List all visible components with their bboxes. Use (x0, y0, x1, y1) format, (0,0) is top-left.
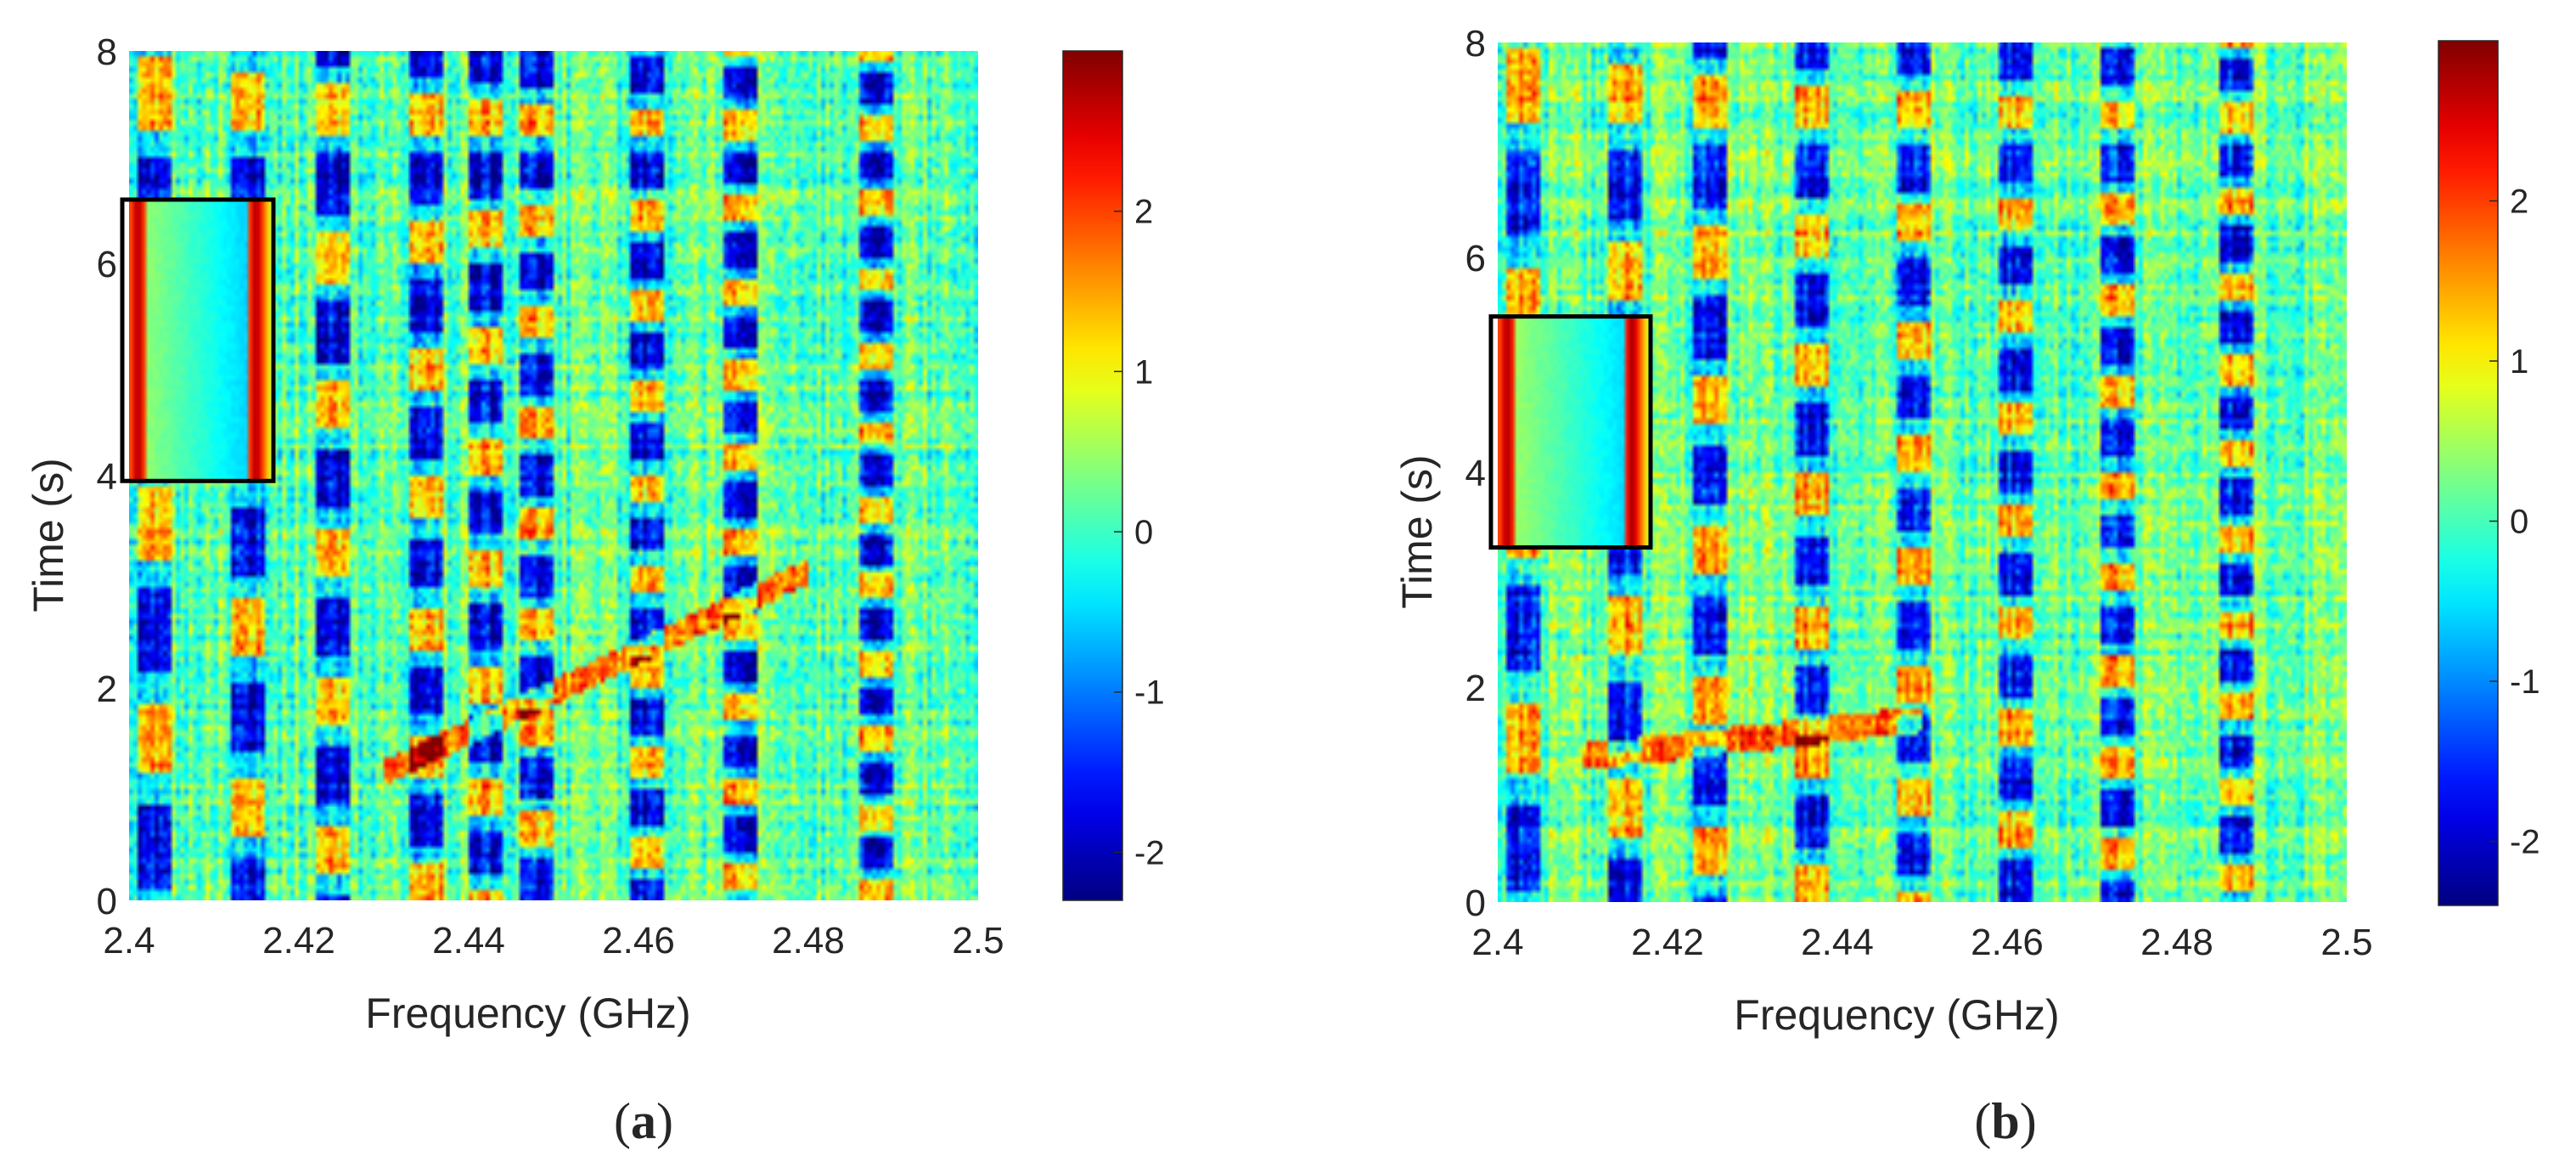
x-tick-label: 2.46 (602, 920, 675, 962)
colorbar-tick-label: 2 (2510, 183, 2528, 221)
colorbar-tick-label: -1 (1134, 674, 1165, 712)
y-tick-label: 4 (97, 456, 117, 498)
y-tick-label: 6 (97, 244, 117, 285)
panel-caption: (b) (1974, 1093, 2036, 1149)
colorbar (2438, 40, 2499, 906)
y-tick-label: 0 (1465, 883, 1486, 924)
x-tick-label: 2.44 (432, 920, 505, 962)
y-tick-label: 8 (97, 31, 117, 73)
x-tick-label: 2.44 (1801, 922, 1874, 963)
colorbar-tick-label: 0 (1134, 514, 1153, 551)
highlight-box (120, 197, 276, 483)
colorbar-tick-label: 1 (1134, 353, 1153, 391)
x-tick-label: 2.48 (772, 920, 845, 962)
x-tick-label: 2.42 (262, 920, 335, 962)
spectrogram-b: 2.4 2.42 2.44 2.46 2.48 2.5 0 2 4 6 8 Frequency (GH… (1393, 23, 2540, 1149)
x-tick-label: 2.4 (1471, 922, 1523, 963)
y-tick-label: 6 (1465, 238, 1486, 279)
y-axis-label: Time (s) (1393, 454, 1441, 608)
y-tick-label: 4 (1465, 453, 1486, 494)
heatmap-image (1498, 42, 2347, 902)
colorbar-tick-label: -2 (1134, 834, 1165, 871)
y-tick-label: 8 (1465, 23, 1486, 65)
spectrogram-a: 2.4 2.42 2.44 2.46 2.48 2.5 0 2 4 6 8 Frequency (GH… (25, 31, 1165, 1149)
x-tick-label: 2.46 (1971, 922, 2044, 963)
colorbar-tick-label: 0 (2510, 504, 2528, 541)
x-tick-label: 2.4 (103, 920, 155, 962)
colorbar (1062, 50, 1123, 901)
colorbar-tick-label: 1 (2510, 343, 2528, 381)
y-tick-label: 2 (1465, 668, 1486, 709)
x-tick-label: 2.5 (2320, 922, 2372, 963)
colorbar-tick-label: -1 (2510, 663, 2540, 701)
colorbar-tick-label: -2 (2510, 824, 2540, 861)
panel-a: 2.4 2.42 2.44 2.46 2.48 2.5 0 2 4 6 8 Frequency (GH… (0, 0, 1288, 1169)
y-axis-label: Time (s) (25, 458, 72, 612)
panel-caption: (a) (614, 1093, 673, 1149)
colorbar-tick-label: 2 (1134, 194, 1153, 231)
heatmap-image (129, 51, 978, 900)
x-tick-label: 2.5 (952, 920, 1004, 962)
x-axis-label: Frequency (GHz) (1734, 991, 2059, 1039)
panel-b: 2.4 2.42 2.44 2.46 2.48 2.5 0 2 4 6 8 Frequency (GH… (1288, 0, 2576, 1169)
x-axis-label: Frequency (GHz) (365, 990, 690, 1037)
y-tick-label: 0 (97, 881, 117, 922)
highlight-box (1488, 314, 1653, 550)
y-tick-label: 2 (97, 668, 117, 710)
x-tick-label: 2.42 (1631, 922, 1704, 963)
x-tick-label: 2.48 (2140, 922, 2213, 963)
